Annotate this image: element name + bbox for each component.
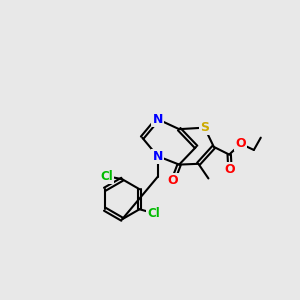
- Text: O: O: [236, 137, 246, 150]
- Text: Cl: Cl: [147, 207, 160, 220]
- Text: N: N: [152, 113, 163, 126]
- Text: O: O: [225, 164, 235, 176]
- Text: S: S: [200, 121, 209, 134]
- Text: N: N: [152, 150, 163, 163]
- Text: Cl: Cl: [100, 169, 113, 183]
- Text: O: O: [168, 174, 178, 187]
